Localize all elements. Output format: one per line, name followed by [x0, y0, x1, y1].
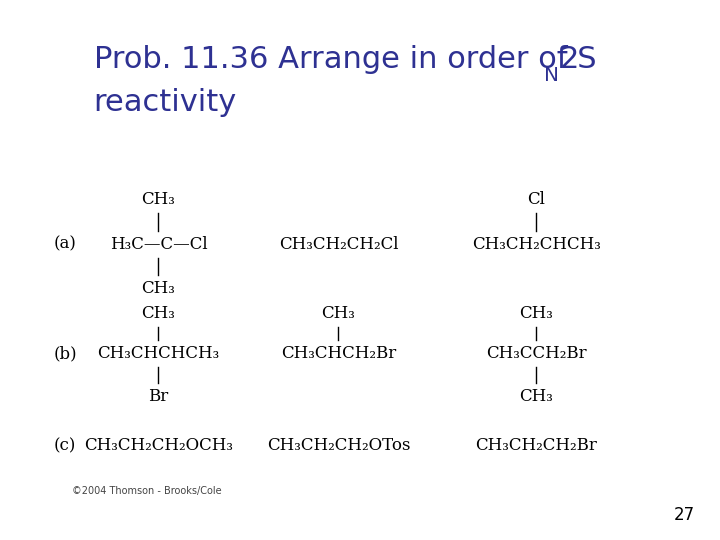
Text: Prob. 11.36 Arrange in order of S: Prob. 11.36 Arrange in order of S — [94, 44, 596, 73]
Text: (b): (b) — [54, 345, 78, 362]
Text: CH₃CHCH₂Br: CH₃CHCH₂Br — [281, 345, 396, 362]
Text: CH₃: CH₃ — [141, 305, 176, 322]
Text: CH₃CH₂CH₂Cl: CH₃CH₂CH₂Cl — [279, 235, 398, 253]
Text: N: N — [544, 66, 559, 85]
Text: (c): (c) — [54, 437, 76, 454]
Text: CH₃CHCHCH₃: CH₃CHCHCH₃ — [97, 345, 220, 362]
Text: Br: Br — [148, 388, 168, 406]
Text: (a): (a) — [54, 235, 77, 253]
Text: 2: 2 — [560, 44, 580, 73]
Text: H₃C—C—Cl: H₃C—C—Cl — [109, 235, 207, 253]
Text: reactivity: reactivity — [94, 87, 237, 117]
Text: CH₃: CH₃ — [321, 305, 356, 322]
Text: CH₃: CH₃ — [141, 191, 176, 208]
Text: CH₃CH₂CHCH₃: CH₃CH₂CHCH₃ — [472, 235, 600, 253]
Text: 27: 27 — [674, 506, 695, 524]
Text: CH₃CH₂CH₂Br: CH₃CH₂CH₂Br — [475, 437, 598, 454]
Text: Cl: Cl — [528, 191, 545, 208]
Text: CH₃CH₂CH₂OTos: CH₃CH₂CH₂OTos — [266, 437, 410, 454]
Text: CH₃: CH₃ — [519, 388, 554, 406]
Text: CH₃: CH₃ — [141, 280, 176, 298]
Text: CH₃: CH₃ — [519, 305, 554, 322]
Text: CH₃CH₂CH₂OCH₃: CH₃CH₂CH₂OCH₃ — [84, 437, 233, 454]
Text: CH₃CCH₂Br: CH₃CCH₂Br — [486, 345, 587, 362]
Text: ©2004 Thomson - Brooks/Cole: ©2004 Thomson - Brooks/Cole — [72, 487, 222, 496]
